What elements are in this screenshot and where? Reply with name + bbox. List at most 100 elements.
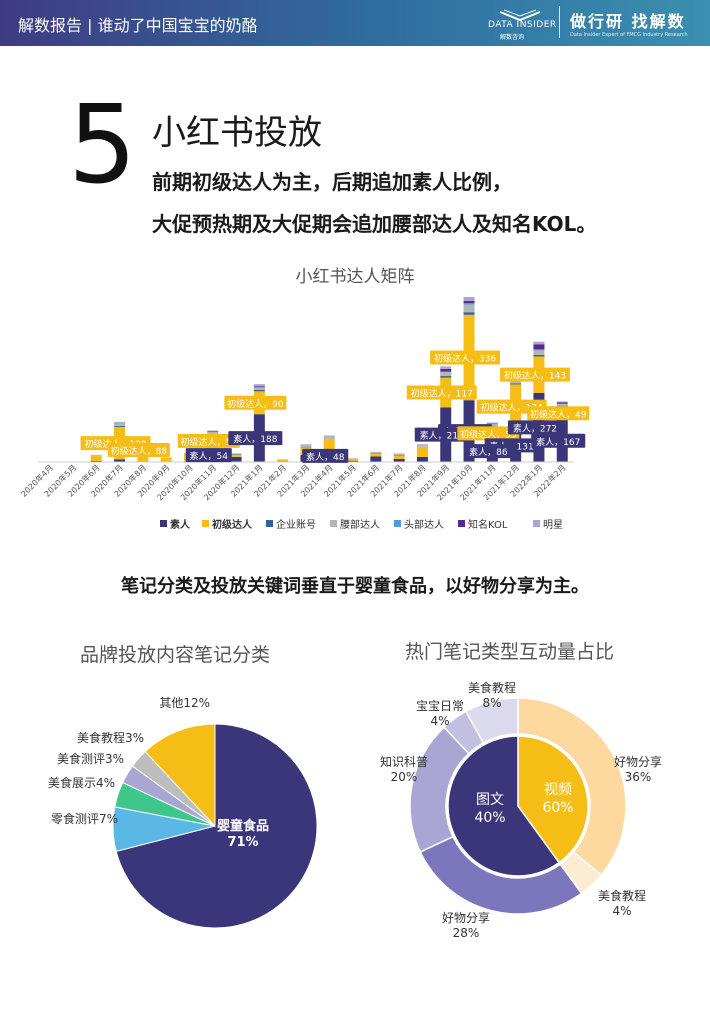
bar-segment [556,401,568,403]
donut-outer-slice [517,697,627,876]
bar-segment [486,423,498,425]
bar-segment [416,446,428,457]
svg-text:腰部达人: 腰部达人 [340,518,380,531]
bar-segment [347,458,359,461]
data-label: 初级达人，49 [527,406,590,421]
bar-segment [277,459,289,462]
bar-segment [416,445,428,447]
svg-text:初级达人，90: 初级达人，90 [227,398,284,410]
legend-item: 头部达人 [394,518,444,531]
bar-segment [277,459,289,460]
bar-segment [556,404,568,407]
bar-segment [393,454,405,456]
bar-segment [463,304,475,313]
bar-segment [90,460,102,462]
svg-text:素人，272: 素人，272 [513,422,557,434]
data-label: 初级达人，58 [177,433,240,448]
bar-segment [370,452,382,454]
bar-segment [207,430,219,432]
donut-outer-slice [464,697,519,744]
svg-text:初级达人，336: 初级达人，336 [434,352,496,364]
svg-text:头部达人: 头部达人 [404,518,444,531]
pie-label-main-pct: 71% [227,835,258,850]
bar-segment [114,421,126,423]
bar-segment [416,456,428,462]
legend-item: 腰部达人 [330,518,380,531]
bar-segment [440,371,452,372]
bar-segment [440,371,452,377]
bar-segment [556,402,568,404]
legend-item: 企业账号 [266,518,316,531]
bar-segment [253,389,265,392]
svg-text:素人: 素人 [170,518,191,531]
donut-outer-pct: 28% [453,926,480,940]
donut-outer-label: 宝宝日常 [416,699,464,713]
section-line-1: 前期初级达人为主，后期追加素人比例， [152,170,512,194]
bar-segment [323,436,335,440]
svg-text:素人，167: 素人，167 [536,436,580,448]
bar-segment [300,444,312,448]
bar-segment [90,454,102,456]
bar-segment [114,422,126,424]
slogan: 做行研 找解数 [570,12,686,31]
legend-item: 知名KOL [458,518,508,531]
section-number: 5 [68,83,137,208]
donut-outer-pct: 36% [625,770,652,784]
data-label: 素人，215 [414,427,469,442]
bar-segment [230,454,242,457]
donut-outer-pct: 20% [391,770,418,784]
pie-label: 零食测评7% [51,811,118,826]
donut-outer-label: 好物分享 [614,754,662,769]
bar-segment [323,439,335,450]
svg-text:明星: 明星 [543,519,563,531]
pie2-chart: 图文40%视频60%好物分享36%美食教程4%好物分享28%知识科普20%宝宝日… [380,680,662,940]
data-label: 初级达人，90 [224,395,287,410]
pie-slice [144,723,216,828]
bar-segment [463,312,475,315]
data-label: 初级达人，336 [430,350,501,365]
bar-segment [253,384,265,387]
pie-label: 其他12% [159,696,210,710]
bar-segment [533,354,545,357]
bar-segment [253,387,265,388]
donut-outer-pct: 8% [482,696,501,710]
bar-segment [533,341,545,345]
donut-inner-slice [447,735,561,877]
svg-text:素人，215: 素人，215 [420,430,464,442]
donut-outer-label: 知识科普 [380,755,428,769]
svg-text:初级达人，49: 初级达人，49 [530,408,587,420]
donut-outer-label: 好物分享 [442,910,490,925]
svg-text:初级达人，117: 初级达人，117 [411,387,473,399]
svg-text:素人，54: 素人，54 [190,450,229,462]
bar-segment [416,444,428,446]
pie1-title: 品牌投放内容笔记分类 [80,644,271,666]
donut-inner-label: 视频 [544,782,572,798]
bar-segment [393,453,405,454]
header-divider [559,6,560,38]
bar-segment [440,376,452,378]
bar-segment [533,350,545,355]
bar-segment [90,455,102,461]
bar-segment [207,430,219,431]
bar-segment [393,455,405,459]
bar-segment [300,447,312,448]
svg-text:知名KOL: 知名KOL [468,518,508,531]
bar-segment [556,403,568,405]
bar-segment [370,453,382,454]
report-header: 解数报告 | 谁动了中国宝宝的奶酪 DATA INSIDER 解数咨询 做行研 … [0,0,710,46]
section-line-2: 大促预热期及大促期会追加腰部达人及知名KOL。 [152,212,597,236]
data-label: 素人，272 [507,420,562,435]
pie-label-main: 婴童食品 [217,818,269,834]
bar-segment [207,431,219,434]
svg-text:初级达人，58: 初级达人，58 [181,436,238,448]
donut-inner-label: 图文 [476,792,504,808]
bar-segment [393,453,405,455]
middle-statement: 笔记分类及投放关键词垂直于婴童食品，以好物分享为主。 [121,576,589,597]
pie-slice [115,723,318,929]
svg-text:素人，188: 素人，188 [233,433,277,445]
data-insider-logo-icon [499,9,541,22]
bar-segment [463,303,475,305]
bar-segment [486,422,498,424]
data-label: 素人，86 [465,444,512,459]
